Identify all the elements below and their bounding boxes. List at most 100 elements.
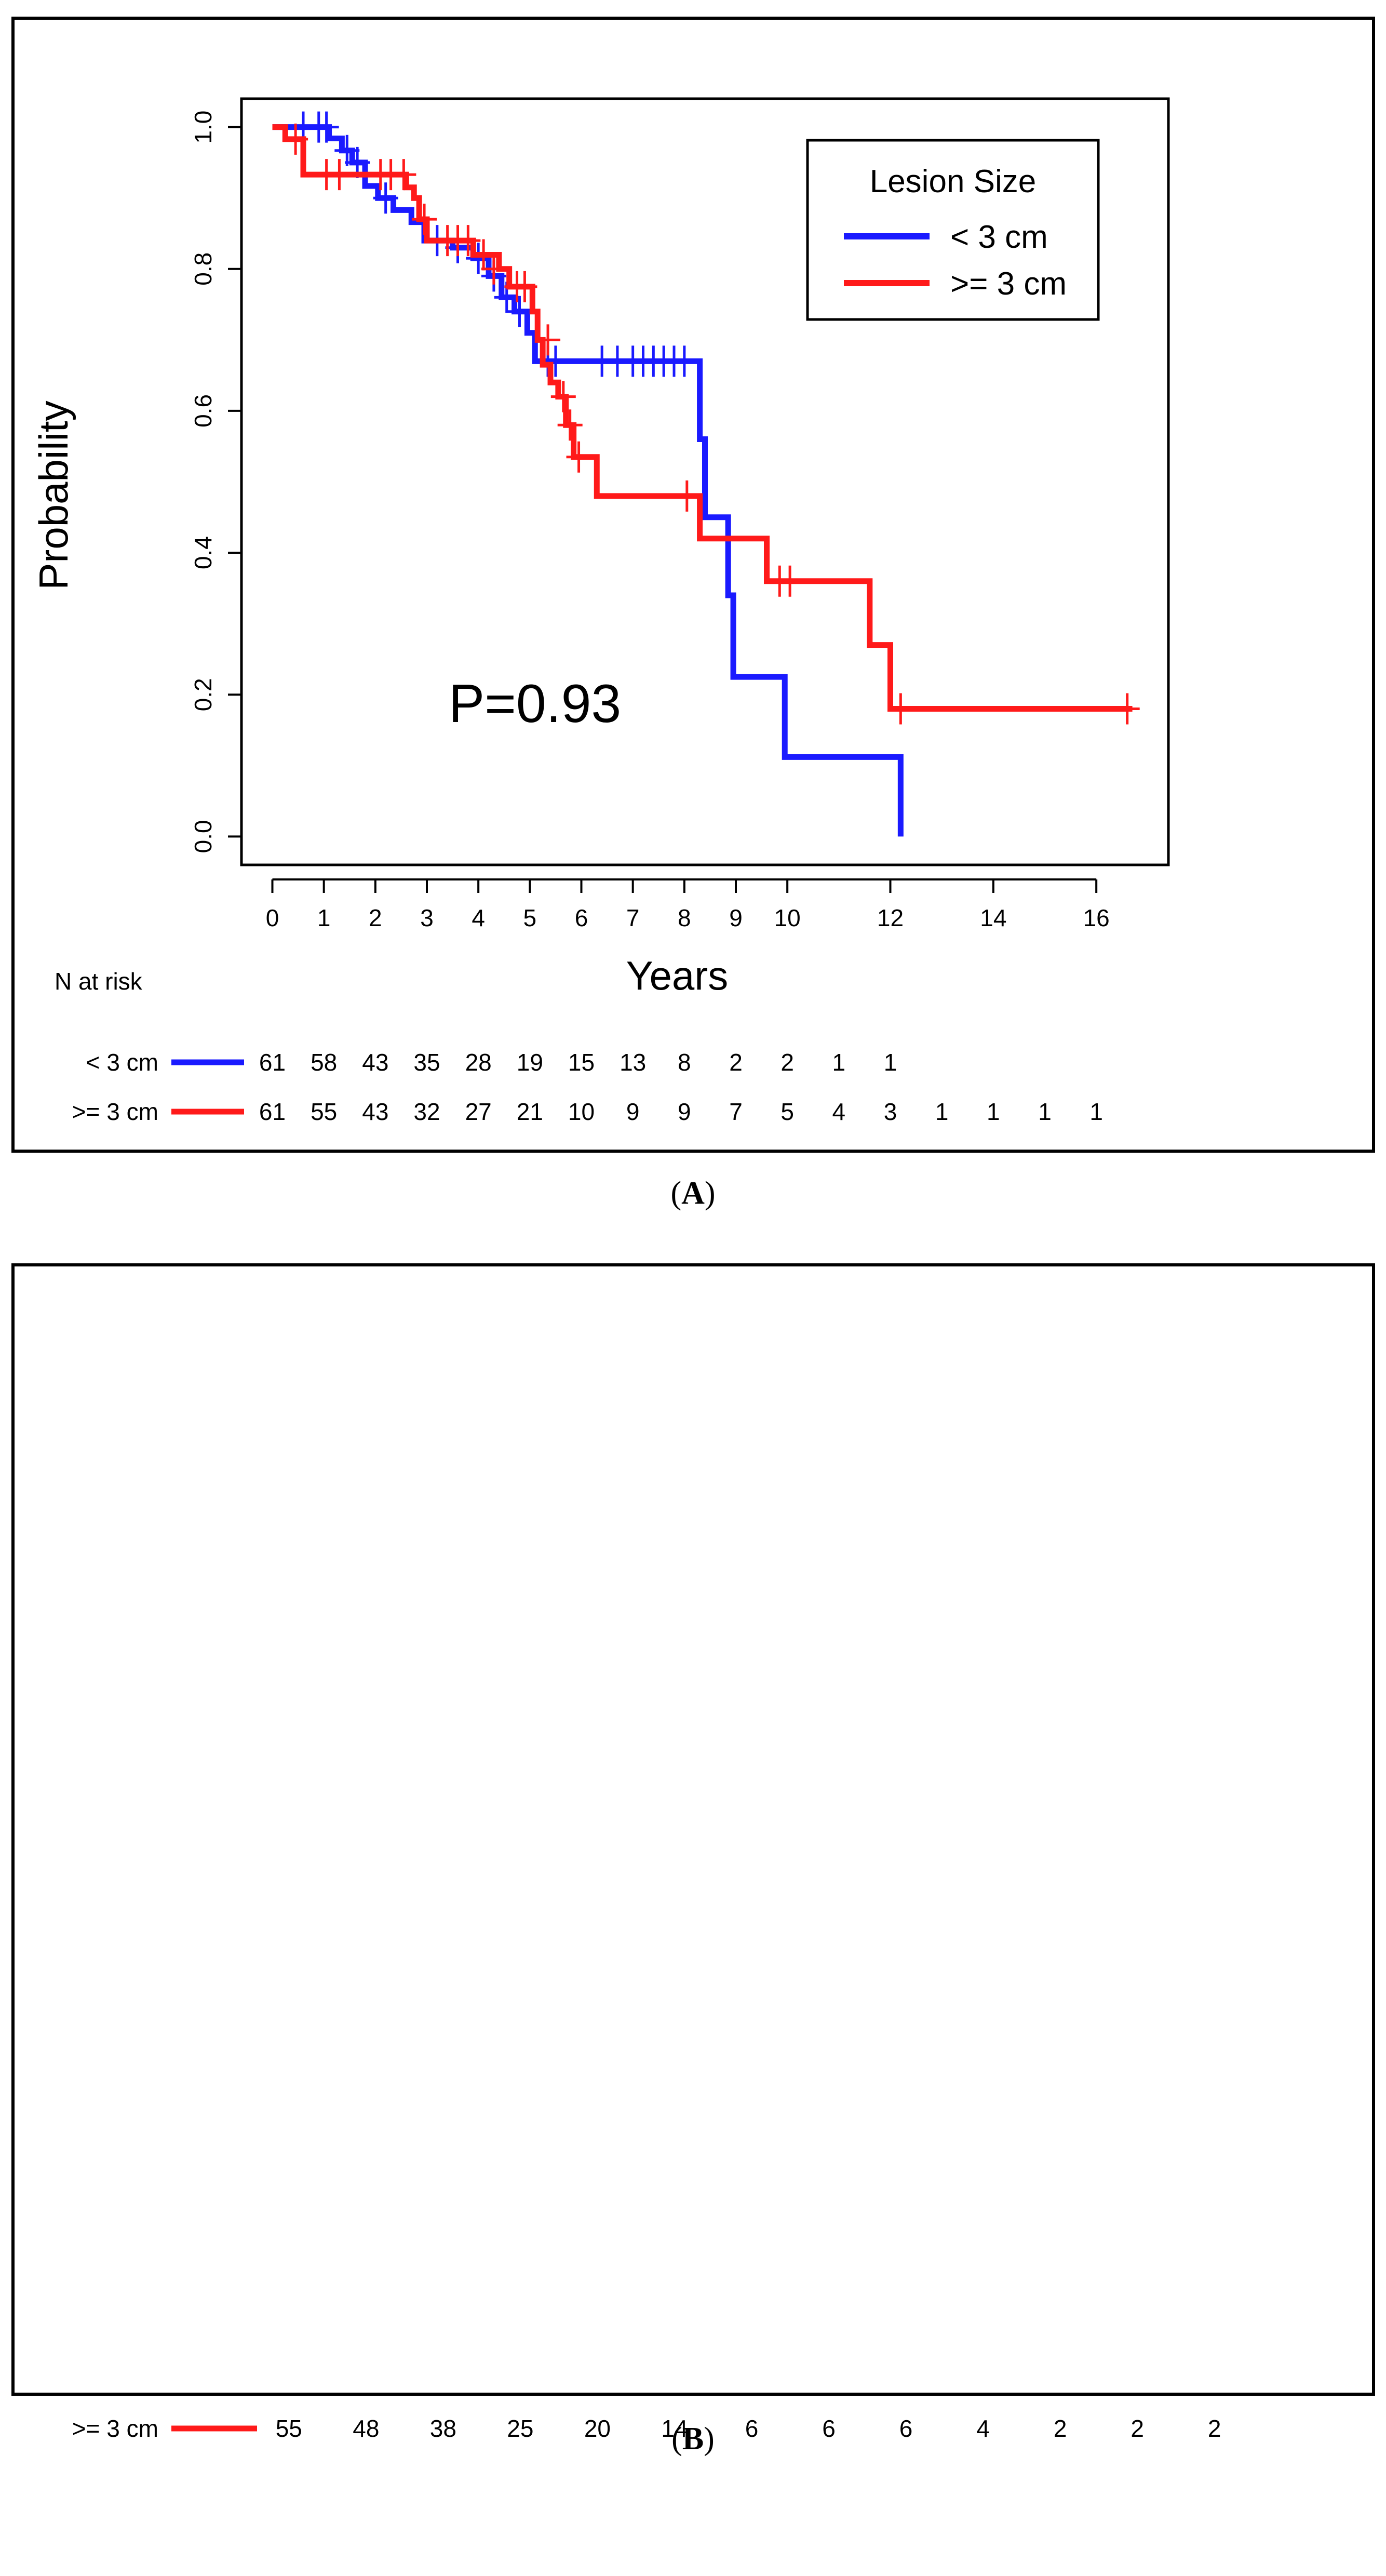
panel-a-n-at-risk-group-0: < 3 cm (86, 1049, 158, 1076)
panel-a-y-axis-label: Probability (31, 401, 76, 590)
panel-a-n-at-risk-value: 27 (465, 1098, 492, 1125)
panel-b-n-at-risk-value: 2 (1131, 2415, 1144, 2442)
panel-a-n-at-risk-value: 1 (1089, 1098, 1103, 1125)
panel-a-censor-mark (327, 159, 352, 191)
panel-b-n-at-risk-value: 6 (822, 2415, 836, 2442)
panel-a-caption: (A) (670, 1176, 716, 1211)
panel-a-x-tick-label: 12 (877, 904, 904, 931)
panel-a-n-at-risk-value: 32 (413, 1098, 440, 1125)
panel-a-censor-mark (334, 135, 360, 166)
panel-a-y-tick-label: 1.0 (190, 111, 217, 144)
panel-a-censor-mark (557, 409, 583, 441)
panel-a-x-tick-label: 16 (1083, 904, 1110, 931)
panel-a-x-tick-label: 7 (626, 904, 640, 931)
panel-a-x-tick-label: 9 (729, 904, 743, 931)
panel-a-n-at-risk-value: 5 (781, 1098, 794, 1125)
panel-a-censor-mark (1114, 693, 1140, 725)
panel-b-n-at-risk-value: 48 (353, 2415, 379, 2442)
panel-a-censor-mark (674, 480, 699, 512)
panel-a-censor-mark (543, 345, 568, 377)
panel-a-n-at-risk-value: 2 (781, 1049, 794, 1076)
panel-a-n-at-risk-value: 43 (362, 1098, 388, 1125)
panel-a-n-at-risk-group-1: >= 3 cm (72, 1098, 158, 1125)
panel-a-y-tick-label: 0.6 (190, 394, 217, 428)
panel-a-x-tick-label: 2 (369, 904, 382, 931)
panel-a-censor-mark (283, 123, 308, 155)
panel-a-x-tick-label: 8 (678, 904, 691, 931)
panel-a-y-tick-label: 0.4 (190, 536, 217, 569)
panel-a-n-at-risk-value: 61 (259, 1098, 286, 1125)
panel-a-censor-mark (777, 565, 803, 597)
panel-b-n-at-risk-value: 14 (661, 2415, 688, 2442)
panel-a-label: A (681, 1176, 705, 1211)
panel-a-n-at-risk-value: 1 (832, 1049, 846, 1076)
panel-a-x-tick-label: 10 (774, 904, 801, 931)
panel-a-n-at-risk-value: 9 (678, 1098, 691, 1125)
panel-a-n-at-risk-value: 28 (465, 1049, 492, 1076)
panel-b-caption: (B) (671, 2421, 715, 2457)
panel-a-censor-mark (535, 324, 561, 356)
panel-a-n-at-risk-value: 21 (517, 1098, 543, 1125)
panel-a-n-at-risk-value: 9 (626, 1098, 640, 1125)
panel-a-n-at-risk-value: 10 (568, 1098, 595, 1125)
panel-a-x-tick-label: 0 (266, 904, 279, 931)
panel-b-label: B (682, 2421, 704, 2457)
panel-a-censor-mark (888, 693, 913, 725)
panel-a-n-at-risk-value: 1 (935, 1098, 949, 1125)
panel-a-legend-box (806, 139, 1100, 321)
panel-a-legend-entry-0: < 3 cm (950, 219, 1048, 255)
panel-a-x-tick-label: 5 (523, 904, 537, 931)
panel-a-plot-box (240, 97, 1170, 866)
panel-b-n-at-risk-value: 55 (276, 2415, 302, 2442)
panel-a-x-tick-label: 4 (472, 904, 485, 931)
panel-a-legend-title: Lesion Size (870, 164, 1037, 199)
panel-a-x-tick-label: 6 (575, 904, 588, 931)
panel-a-censor-mark (671, 345, 697, 377)
panel-a-censor-mark (481, 253, 506, 285)
panel-a-censor-mark (314, 111, 339, 143)
panel-b-n-at-risk-value: 2 (1054, 2415, 1067, 2442)
panel-a-x-tick-label: 14 (980, 904, 1006, 931)
panel-a-censor-mark (550, 381, 576, 412)
panel-a-x-tick-label: 1 (317, 904, 331, 931)
panel-a-n-at-risk-value: 19 (517, 1049, 543, 1076)
panel-a-censor-mark (566, 441, 591, 473)
panel-a-x-tick-label: 3 (420, 904, 434, 931)
panel-a-legend-entry-1: >= 3 cm (950, 266, 1067, 302)
panel-a-p-value: P=0.93 (449, 674, 622, 734)
panel-a-censor-mark (507, 296, 532, 327)
panel-a-n-at-risk-label: N at risk (55, 968, 143, 995)
panel-b-n-at-risk-value: 38 (430, 2415, 456, 2442)
panel-b-n-at-risk-value: 6 (899, 2415, 913, 2442)
panel-b-n-at-risk-value: 25 (507, 2415, 533, 2442)
panel-a-n-at-risk-value: 1 (1038, 1098, 1052, 1125)
panel-a-censor-mark (455, 225, 481, 257)
panel-a-n-at-risk-value: 15 (568, 1049, 595, 1076)
panel-a-n-at-risk-value: 1 (987, 1098, 1000, 1125)
panel-b-n-at-risk-value: 4 (976, 2415, 990, 2442)
panel-a-n-at-risk-value: 13 (620, 1049, 646, 1076)
panel-b-n-at-risk-value: 6 (745, 2415, 759, 2442)
panel-a-n-at-risk-value: 35 (413, 1049, 440, 1076)
panel-a-n-at-risk-value: 2 (729, 1049, 743, 1076)
panel-b-n-at-risk-value: 2 (1208, 2415, 1221, 2442)
panel-a-n-at-risk-value: 1 (884, 1049, 897, 1076)
panel-a-censor-mark (391, 159, 416, 191)
panel-b-n-at-risk-value: 20 (584, 2415, 611, 2442)
panel-a-n-at-risk-value: 43 (362, 1049, 388, 1076)
panel-a-censor-mark (471, 239, 496, 271)
panel-a-x-axis-label: Years (626, 953, 729, 998)
panel-a-n-at-risk-value: 61 (259, 1049, 286, 1076)
panel-a-n-at-risk-value: 55 (311, 1098, 337, 1125)
panel-a-censor-mark (412, 204, 437, 235)
panel-a-n-at-risk-value: 8 (678, 1049, 691, 1076)
panel-b-frame (11, 1263, 1375, 2396)
panel-b-n-at-risk-group-1: >= 3 cm (72, 2415, 158, 2442)
panel-a-censor-mark (373, 182, 398, 214)
panel-a-n-at-risk-value: 3 (884, 1098, 897, 1125)
panel-a-y-tick-label: 0.0 (190, 820, 217, 853)
panel-a-frame (11, 17, 1375, 1153)
panel-a-series-line-1 (272, 124, 1133, 712)
panel-a-n-at-risk-value: 4 (832, 1098, 846, 1125)
panel-a-n-at-risk-value: 7 (729, 1098, 743, 1125)
